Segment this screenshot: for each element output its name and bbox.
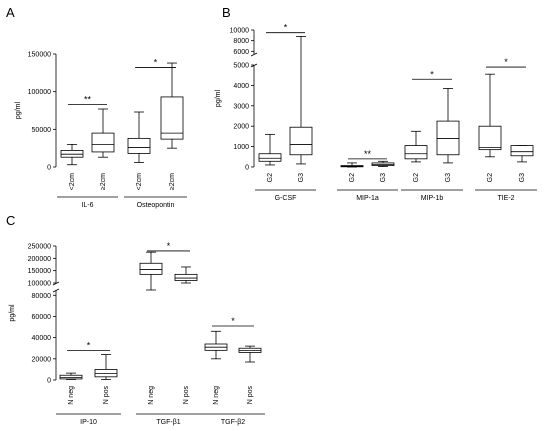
- y-tick-label: 40000: [32, 335, 52, 342]
- y-tick-label: 200000: [28, 256, 51, 263]
- y-axis-label: pg/ml: [9, 304, 16, 322]
- category-label: G3: [298, 173, 305, 182]
- box-iqr: [91, 132, 115, 153]
- significance-label: **: [364, 149, 372, 159]
- y-tick-label: 150000: [28, 52, 51, 59]
- group-label: Osteopontin: [137, 202, 175, 209]
- box-iqr: [404, 145, 428, 160]
- category-label: N pos: [183, 386, 190, 405]
- y-tick-label: 100000: [28, 281, 51, 288]
- axis-break-mark: [250, 63, 258, 68]
- category-label: N neg: [68, 386, 75, 405]
- box-iqr: [258, 153, 282, 162]
- y-tick-label: 6000: [233, 49, 249, 56]
- significance-label: **: [84, 94, 92, 104]
- chart-b: 0 1000 2000 3000 4000 5000 6000 8000 10000 pg/ml G…: [215, 23, 537, 202]
- box-iqr: [478, 125, 502, 151]
- significance-label: *: [430, 69, 434, 79]
- category-label: G3: [445, 173, 452, 182]
- y-tick-label: 4000: [233, 83, 249, 90]
- group-label: MIP-1a: [356, 195, 379, 202]
- category-label: ≥2cm: [100, 173, 107, 190]
- significance-label: *: [87, 340, 91, 350]
- category-label: G2: [413, 173, 420, 182]
- box-iqr: [94, 369, 118, 378]
- significance-label: *: [504, 57, 508, 67]
- box-iqr: [127, 137, 151, 154]
- box-iqr: [139, 262, 163, 275]
- y-tick-label: 1000: [233, 144, 249, 151]
- y-tick-label: 0: [245, 165, 249, 172]
- category-label: G3: [380, 173, 387, 182]
- category-label: G2: [349, 173, 356, 182]
- y-tick-label: 20000: [32, 356, 52, 363]
- axis-break-mark: [52, 288, 60, 293]
- y-tick-label: 3000: [233, 103, 249, 110]
- category-label: G2: [267, 173, 274, 182]
- box-iqr: [160, 96, 184, 140]
- y-tick-label: 0: [47, 378, 51, 385]
- category-label: G2: [487, 173, 494, 182]
- significance-label: *: [284, 23, 288, 33]
- category-label: <2cm: [136, 173, 143, 190]
- box-iqr: [289, 126, 313, 156]
- group-label: G-CSF: [275, 195, 297, 202]
- significance-label: *: [231, 316, 235, 326]
- y-tick-label: 2000: [233, 124, 249, 131]
- y-tick-label: 60000: [32, 314, 52, 321]
- group-label: IL-6: [81, 202, 93, 209]
- chart-c: 0 20000 40000 60000 80000 100000 150000 200000 2…: [9, 241, 265, 426]
- group-label: TGF-β2: [221, 419, 245, 426]
- category-label: N neg: [148, 386, 155, 405]
- box-iqr: [510, 145, 534, 157]
- group-label: TGF-β1: [156, 419, 180, 426]
- y-tick-label: 100000: [28, 89, 51, 96]
- significance-label: *: [167, 241, 171, 251]
- panel-label-b: B: [222, 5, 231, 20]
- box-iqr: [174, 273, 198, 281]
- y-tick-label: 80000: [32, 293, 52, 300]
- y-axis-label: pg/ml: [15, 102, 22, 120]
- category-label: G3: [519, 173, 526, 182]
- category-label: ≥2cm: [169, 173, 176, 190]
- group-label: TIE-2: [497, 195, 514, 202]
- axis-break-mark: [52, 281, 60, 286]
- y-tick-label: 250000: [28, 244, 51, 251]
- group-label: MIP-1b: [421, 195, 444, 202]
- category-label: N pos: [103, 386, 110, 405]
- panel-label-c: C: [6, 213, 15, 228]
- category-label: N neg: [213, 386, 220, 405]
- box-iqr: [436, 120, 460, 156]
- y-tick-label: 5000: [233, 63, 249, 70]
- category-label: <2cm: [69, 173, 76, 190]
- y-axis-label: pg/ml: [215, 90, 222, 108]
- significance-label: *: [154, 58, 158, 68]
- category-label: N pos: [247, 386, 254, 405]
- y-tick-label: 0: [47, 165, 51, 172]
- y-tick-label: 10000: [230, 28, 250, 35]
- panel-label-a: A: [6, 5, 15, 20]
- axis-break-mark: [250, 52, 258, 57]
- group-label: IP-10: [80, 419, 97, 426]
- y-tick-label: 50000: [32, 127, 52, 134]
- y-tick-label: 8000: [233, 38, 249, 45]
- chart-a: 0 50000 100000 150000 pg/ml <2cm ≥2cm <2cm ≥2cm I…: [15, 52, 187, 209]
- y-tick-label: 150000: [28, 268, 51, 275]
